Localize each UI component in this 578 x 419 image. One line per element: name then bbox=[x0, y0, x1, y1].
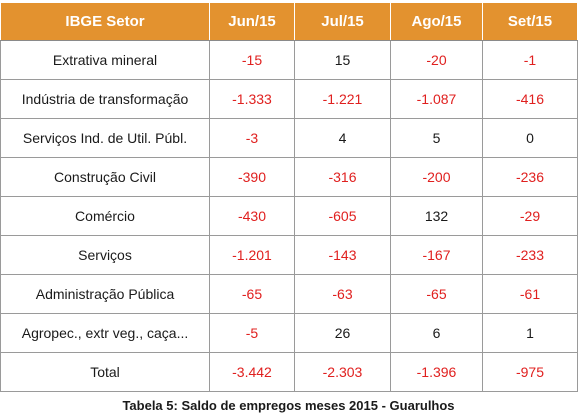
value-cell: -3.442 bbox=[209, 352, 295, 392]
header-jul: Jul/15 bbox=[294, 2, 391, 41]
value-cell: 6 bbox=[390, 313, 483, 353]
sector-cell: Total bbox=[0, 352, 210, 392]
value-cell: -1.396 bbox=[390, 352, 483, 392]
table-row: Comércio -430 -605 132 -29 bbox=[0, 196, 578, 236]
table-row: Serviços -1.201 -143 -167 -233 bbox=[0, 235, 578, 275]
table-row: Serviços Ind. de Util. Públ. -3 4 5 0 bbox=[0, 118, 578, 158]
table-row-total: Total -3.442 -2.303 -1.396 -975 bbox=[0, 352, 578, 392]
value-cell: -200 bbox=[390, 157, 483, 197]
value-cell: -1.087 bbox=[390, 79, 483, 119]
sector-cell: Serviços bbox=[0, 235, 210, 275]
value-cell: -65 bbox=[209, 274, 295, 314]
value-cell: -316 bbox=[294, 157, 391, 197]
value-cell: -143 bbox=[294, 235, 391, 275]
table-container: IBGE Setor Jun/15 Jul/15 Ago/15 Set/15 E… bbox=[0, 2, 578, 392]
value-cell: 15 bbox=[294, 40, 391, 80]
value-cell: -3 bbox=[209, 118, 295, 158]
sector-cell: Administração Pública bbox=[0, 274, 210, 314]
value-cell: 0 bbox=[482, 118, 578, 158]
value-cell: 132 bbox=[390, 196, 483, 236]
table-caption: Tabela 5: Saldo de empregos meses 2015 -… bbox=[122, 398, 455, 413]
value-cell: -2.303 bbox=[294, 352, 391, 392]
value-cell: -390 bbox=[209, 157, 295, 197]
table-row: Agropec., extr veg., caça... -5 26 6 1 bbox=[0, 313, 578, 353]
table-row: Administração Pública -65 -63 -65 -61 bbox=[0, 274, 578, 314]
sector-cell: Indústria de transformação bbox=[0, 79, 210, 119]
sector-cell: Agropec., extr veg., caça... bbox=[0, 313, 210, 353]
value-cell: 1 bbox=[482, 313, 578, 353]
value-cell: -1.201 bbox=[209, 235, 295, 275]
value-cell: -63 bbox=[294, 274, 391, 314]
value-cell: -975 bbox=[482, 352, 578, 392]
value-cell: -233 bbox=[482, 235, 578, 275]
value-cell: -61 bbox=[482, 274, 578, 314]
table-row: Extrativa mineral -15 15 -20 -1 bbox=[0, 40, 578, 80]
header-jun: Jun/15 bbox=[209, 2, 295, 41]
value-cell: -20 bbox=[390, 40, 483, 80]
header-set: Set/15 bbox=[482, 2, 578, 41]
value-cell: -1.333 bbox=[209, 79, 295, 119]
value-cell: -430 bbox=[209, 196, 295, 236]
value-cell: -5 bbox=[209, 313, 295, 353]
sector-cell: Construção Civil bbox=[0, 157, 210, 197]
table-header-row: IBGE Setor Jun/15 Jul/15 Ago/15 Set/15 bbox=[0, 2, 578, 41]
value-cell: -29 bbox=[482, 196, 578, 236]
value-cell: 4 bbox=[294, 118, 391, 158]
table-row: Indústria de transformação -1.333 -1.221… bbox=[0, 79, 578, 119]
value-cell: -65 bbox=[390, 274, 483, 314]
value-cell: -15 bbox=[209, 40, 295, 80]
value-cell: -605 bbox=[294, 196, 391, 236]
sector-cell: Extrativa mineral bbox=[0, 40, 210, 80]
header-sector: IBGE Setor bbox=[0, 2, 210, 41]
table-row: Construção Civil -390 -316 -200 -236 bbox=[0, 157, 578, 197]
sector-cell: Comércio bbox=[0, 196, 210, 236]
value-cell: -1 bbox=[482, 40, 578, 80]
value-cell: -416 bbox=[482, 79, 578, 119]
header-ago: Ago/15 bbox=[390, 2, 483, 41]
value-cell: -1.221 bbox=[294, 79, 391, 119]
sector-cell: Serviços Ind. de Util. Públ. bbox=[0, 118, 210, 158]
value-cell: 5 bbox=[390, 118, 483, 158]
value-cell: 26 bbox=[294, 313, 391, 353]
employment-balance-table: IBGE Setor Jun/15 Jul/15 Ago/15 Set/15 E… bbox=[0, 2, 578, 392]
value-cell: -167 bbox=[390, 235, 483, 275]
value-cell: -236 bbox=[482, 157, 578, 197]
